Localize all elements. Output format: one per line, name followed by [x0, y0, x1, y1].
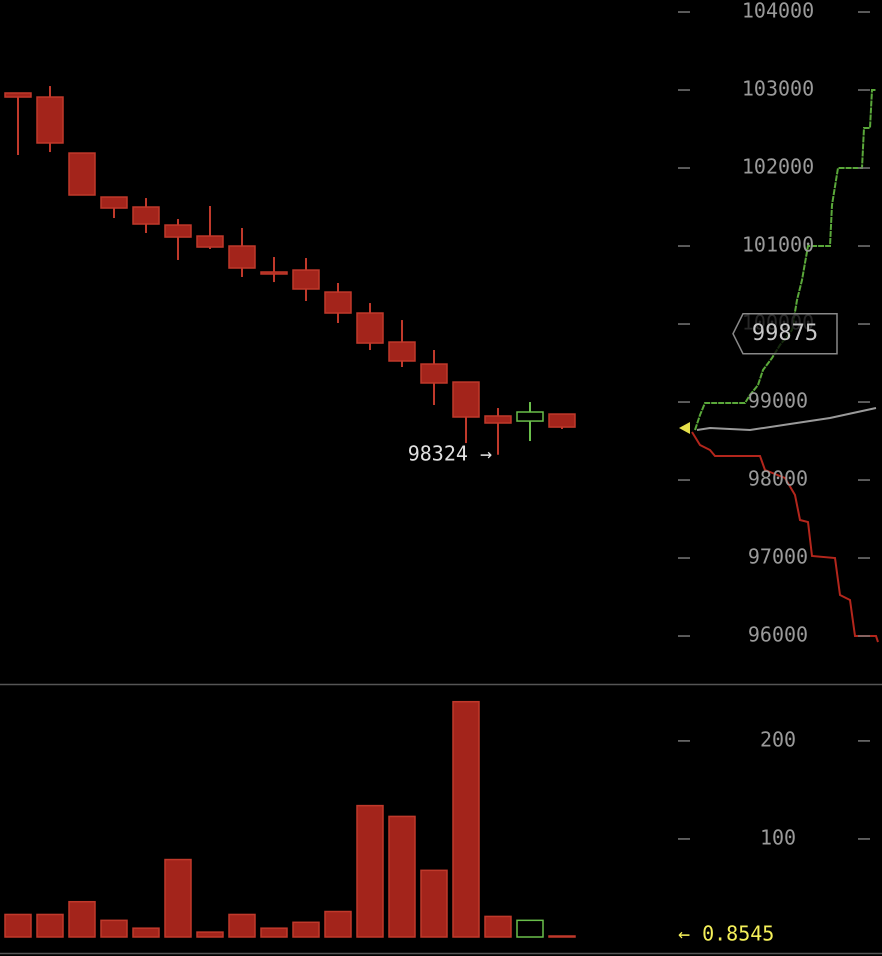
volume-bar [484, 915, 512, 938]
volume-bar [4, 913, 32, 938]
volume-bar [548, 935, 576, 938]
y-tick-label: 99000 [748, 389, 808, 413]
last-volume-label: ← 0.8545 [678, 922, 774, 946]
volume-bar [260, 927, 288, 938]
volume-bar [196, 931, 224, 938]
candle-body [484, 415, 512, 424]
candle-body [548, 413, 576, 428]
price-tag-box [732, 313, 838, 355]
volume-bar [132, 927, 160, 938]
price-tag-label: 99875 [752, 321, 818, 346]
volume-bar [36, 913, 64, 938]
ask-depth [694, 89, 876, 431]
candle-body [356, 312, 384, 344]
y-tick-label: 200 [760, 727, 796, 751]
y-tick-label: 97000 [748, 545, 808, 569]
current-price-marker [679, 422, 690, 434]
y-tick-label: 100 [760, 825, 796, 849]
price-annotation: 98324 → [408, 441, 492, 465]
volume-bar [68, 900, 96, 938]
volume-bar [324, 910, 352, 938]
candle-body [228, 245, 256, 269]
y-tick-label: 103000 [742, 77, 814, 101]
candle-body [388, 341, 416, 362]
bid-depth [691, 431, 879, 643]
y-tick-label: 104000 [742, 0, 814, 23]
volume-bar [356, 804, 384, 938]
y-tick-label: 98000 [748, 467, 808, 491]
candle-body [164, 224, 192, 238]
candle-body [4, 92, 32, 98]
y-tick-label: 96000 [748, 623, 808, 647]
candle-body [100, 196, 128, 209]
volume-bar [292, 921, 320, 938]
volume-bar [100, 919, 128, 938]
y-tick-label: 102000 [742, 155, 814, 179]
candle-body [516, 411, 544, 422]
candle-body [260, 271, 288, 275]
y-tick-label: 101000 [742, 233, 814, 257]
candle-body [36, 96, 64, 144]
mid-line [696, 407, 877, 432]
volume-bar [388, 815, 416, 938]
volume-bar [228, 913, 256, 938]
candle-body [132, 206, 160, 225]
candle-body [324, 291, 352, 314]
volume-bar [516, 919, 544, 938]
candle-body [292, 269, 320, 290]
volume-bar [164, 858, 192, 938]
candle-body [452, 381, 480, 418]
volume-bar [420, 869, 448, 938]
candle-body [68, 152, 96, 196]
candle-body [196, 235, 224, 248]
candle-body [420, 363, 448, 384]
volume-bar [452, 700, 480, 938]
